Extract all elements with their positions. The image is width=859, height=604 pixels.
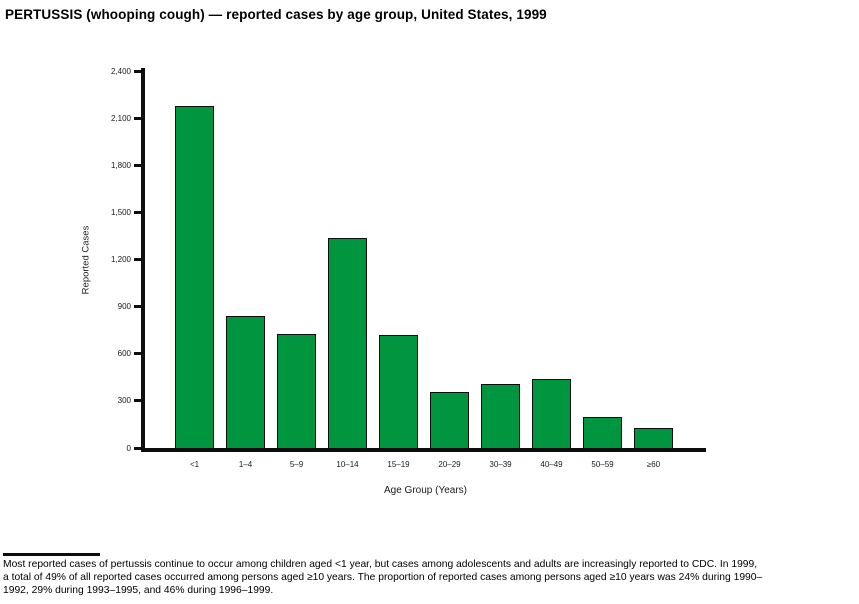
y-tick	[134, 163, 141, 167]
x-tick-label: 20–29	[438, 460, 461, 469]
y-tick	[134, 399, 141, 403]
bar-20–29	[430, 392, 469, 448]
x-axis-line	[141, 448, 706, 452]
x-tick-label: 40–49	[540, 460, 563, 469]
footnote-line: 1992, 29% during 1993–1995, and 46% duri…	[3, 585, 274, 596]
footnote-rule	[3, 553, 100, 556]
y-tick-label: 1,800	[110, 160, 131, 170]
x-tick-label: 1–4	[238, 460, 253, 469]
x-tick-label: 50–59	[591, 460, 614, 469]
y-axis-label: Reported Cases	[80, 225, 92, 295]
plot-area: 0 300 600 900 1,200 1,500 1,800 2,100 2,400 <1 1–…	[111, 67, 706, 469]
y-tick-label: 600	[117, 349, 131, 359]
y-tick-label: 300	[117, 396, 131, 406]
x-axis-title: Age Group (Years)	[383, 485, 467, 496]
bar-5–9	[277, 334, 316, 448]
footnote-line: Most reported cases of pertussis continu…	[3, 559, 758, 570]
y-tick	[134, 210, 141, 214]
x-tick-label: 15–19	[387, 460, 410, 469]
footnote-line: a total of 49% of all reported cases occ…	[3, 572, 763, 583]
y-tick-label: 900	[117, 302, 131, 312]
y-tick	[134, 305, 141, 309]
bar-≥60	[634, 428, 673, 448]
x-tick-label: ≥60	[646, 460, 661, 469]
y-tick	[134, 69, 141, 73]
chart-title: PERTUSSIS (whooping cough) — reported ca…	[5, 7, 547, 22]
y-tick-label: 1,200	[110, 255, 131, 264]
bar-40–49	[532, 379, 571, 448]
x-tick-label: 10–14	[336, 460, 359, 469]
y-tick-label: 0	[126, 443, 131, 453]
y-tick	[134, 352, 141, 356]
y-tick	[134, 116, 141, 120]
bar-15–19	[379, 335, 418, 448]
footnote: Most reported cases of pertussis continu…	[3, 558, 856, 597]
bar-1–4	[226, 316, 265, 448]
x-tick-label: <1	[189, 460, 200, 469]
x-tick-label: 5–9	[289, 460, 304, 469]
bar-<1	[175, 106, 214, 448]
y-tick	[134, 258, 141, 261]
x-tick-label: 30–39	[489, 460, 512, 469]
bar-50–59	[583, 417, 622, 448]
bar-10–14	[328, 238, 367, 448]
y-tick	[134, 446, 141, 450]
y-tick-label: 2,100	[110, 113, 131, 123]
bar-30–39	[481, 384, 520, 448]
y-axis-line	[141, 68, 145, 452]
y-tick-label: 1,500	[110, 207, 131, 217]
y-tick-label: 2,400	[110, 66, 131, 76]
